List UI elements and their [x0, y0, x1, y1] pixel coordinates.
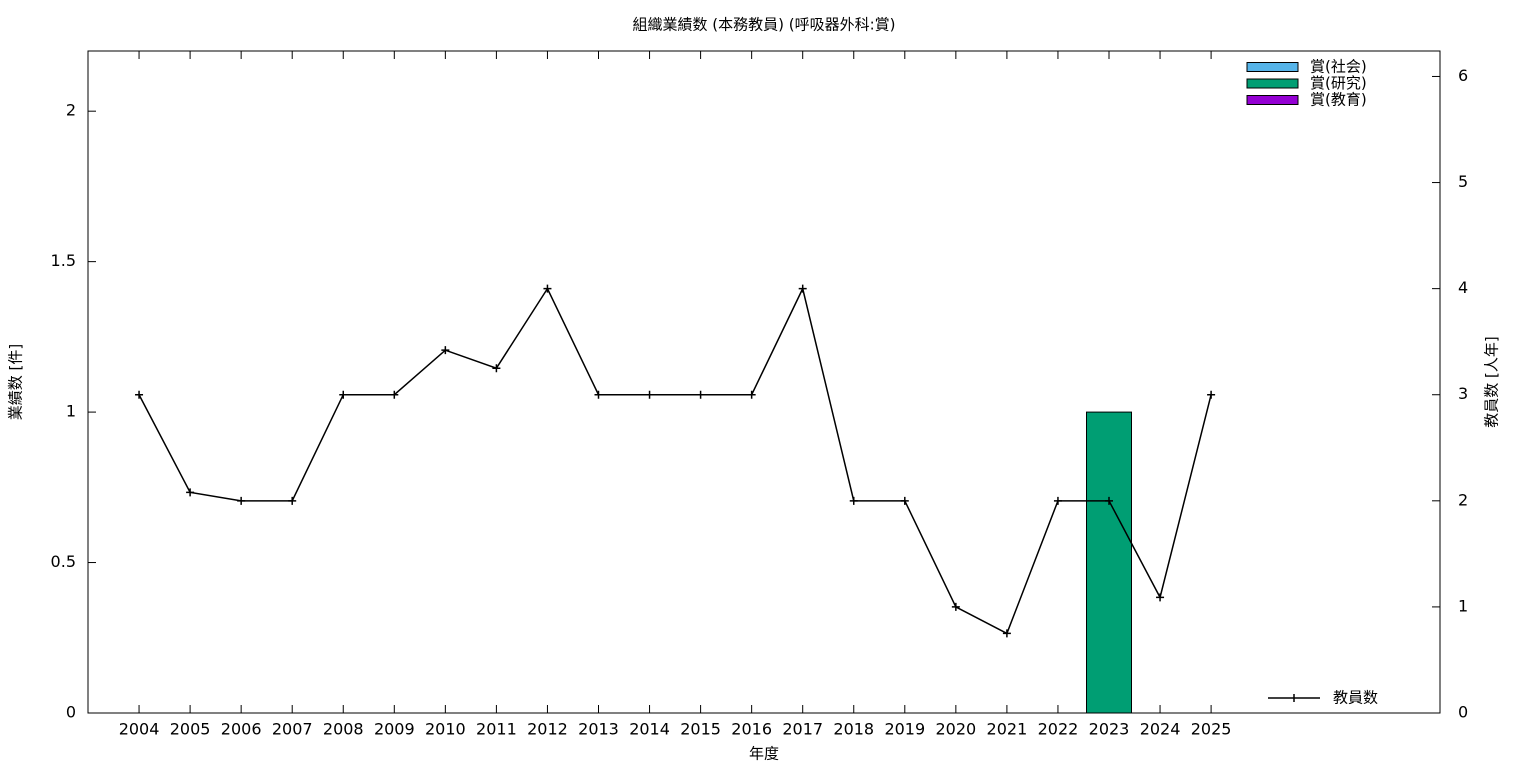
legend-label: 賞(研究)	[1310, 74, 1367, 92]
x-tick-label: 2008	[323, 720, 364, 739]
x-tick-label: 2014	[629, 720, 670, 739]
y2-tick-label: 6	[1458, 66, 1468, 85]
point	[951, 602, 960, 611]
x-tick-label: 2024	[1140, 720, 1181, 739]
y-tick-label: 1	[66, 402, 76, 421]
point	[645, 390, 654, 399]
x-tick-label: 2009	[374, 720, 415, 739]
legend-swatch	[1246, 78, 1299, 89]
y2-tick-label: 4	[1458, 278, 1468, 297]
x-tick-label: 2005	[170, 720, 211, 739]
legend-label: 賞(社会)	[1310, 58, 1367, 76]
x-tick-label: 2012	[527, 720, 568, 739]
y2-tick-label: 1	[1458, 596, 1468, 615]
x-tick-label: 2015	[680, 720, 721, 739]
point	[339, 390, 348, 399]
x-tick-label: 2022	[1038, 720, 1079, 739]
y2-tick-label: 2	[1458, 490, 1468, 509]
y2-tick-label: 3	[1458, 384, 1468, 403]
point	[186, 488, 195, 497]
x-tick-label: 2017	[782, 720, 823, 739]
point	[747, 390, 756, 399]
x-tick-label: 2020	[935, 720, 976, 739]
legend-swatch	[1246, 62, 1299, 72]
x-tick-label: 2025	[1191, 720, 1232, 739]
point	[1156, 593, 1165, 602]
x-axis-label: 年度	[749, 745, 779, 763]
point	[1105, 496, 1113, 505]
legend-line	[1268, 694, 1320, 702]
point	[900, 496, 909, 505]
x-tick-label: 2016	[731, 720, 772, 739]
x-tick-label: 2013	[578, 720, 619, 739]
point	[543, 284, 552, 293]
x-tick-label: 2021	[987, 720, 1028, 739]
y2-tick-label: 0	[1458, 703, 1468, 722]
y2-tick-label: 5	[1458, 172, 1468, 191]
legend-swatch	[1246, 95, 1299, 105]
y2-axis-label: 教員数 [人年]	[1483, 336, 1501, 427]
y-tick-label: 0	[66, 703, 76, 722]
line	[138, 286, 1212, 635]
x-tick-label: 2007	[272, 720, 313, 739]
legend-label: 賞(教育)	[1310, 91, 1367, 109]
y-tick-label: 0.5	[51, 552, 76, 571]
point	[1002, 629, 1011, 638]
point	[441, 346, 450, 355]
legend-label: 教員数	[1333, 689, 1378, 707]
point	[594, 390, 603, 399]
point	[288, 496, 297, 505]
plot-frame	[87, 50, 1441, 714]
x-tick-label: 2018	[833, 720, 874, 739]
x-tick-label: 2004	[119, 720, 160, 739]
chart-title: 組織業績数 (本務教員) (呼吸器外科:賞)	[633, 16, 896, 34]
point	[237, 496, 246, 505]
y-tick-label: 2	[66, 101, 76, 120]
point	[696, 390, 705, 399]
x-tick-label: 2010	[425, 720, 466, 739]
point	[798, 284, 807, 293]
x-tick-label: 2023	[1089, 720, 1130, 739]
x-tick-label: 2011	[476, 720, 517, 739]
point	[135, 390, 144, 399]
y-tick-label: 1.5	[51, 251, 76, 270]
point	[849, 496, 858, 505]
x-tick-label: 2019	[884, 720, 925, 739]
y-axis-label: 業績数 [件]	[7, 344, 25, 420]
point	[1207, 390, 1216, 399]
point	[390, 390, 399, 399]
point	[1053, 496, 1062, 505]
point	[492, 364, 501, 373]
x-tick-label: 2006	[221, 720, 262, 739]
bar	[1086, 411, 1132, 714]
